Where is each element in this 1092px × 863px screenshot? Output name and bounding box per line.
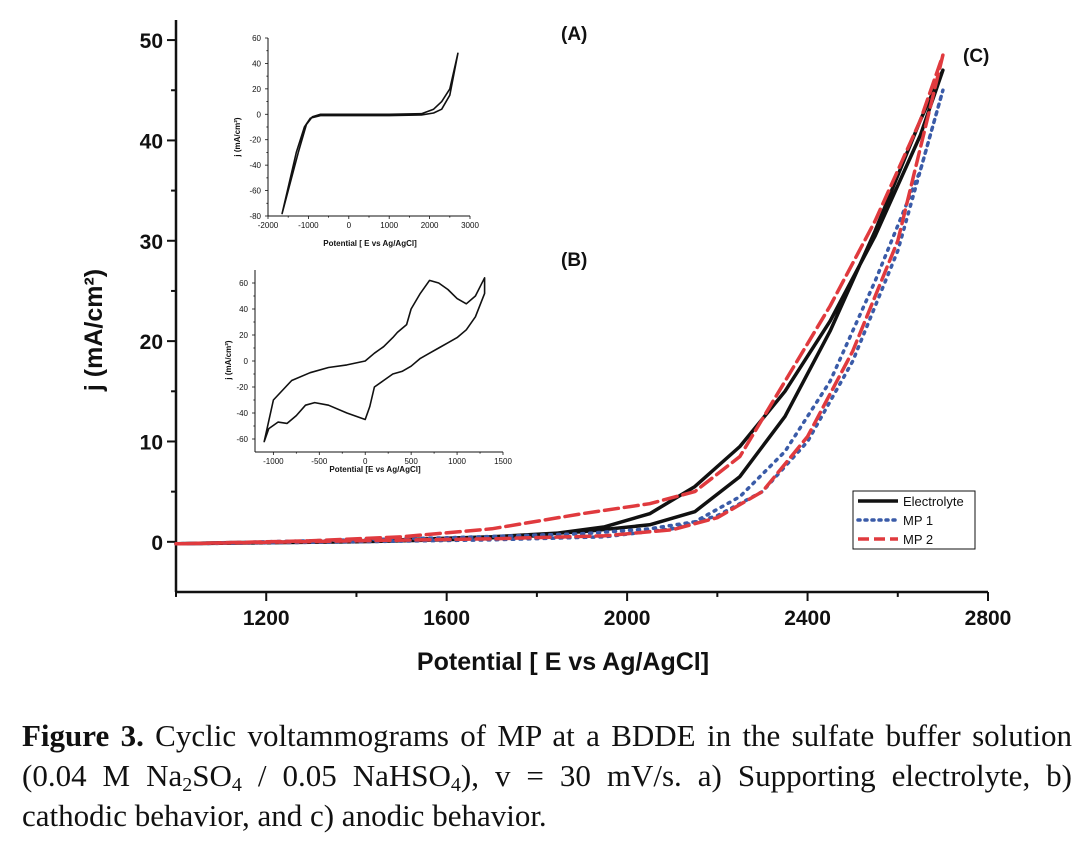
- main-x-tick-label: 2000: [604, 607, 651, 630]
- inset-a-y-tick-label: 20: [252, 85, 261, 94]
- panel-label-c: (C): [963, 46, 989, 67]
- inset-a-x-tick-label: 1000: [380, 221, 398, 230]
- caption-text-1: Cyclic voltammograms of MP at a BDDE in …: [22, 718, 1072, 793]
- inset-b-x-tick-label: 1500: [494, 457, 512, 466]
- inset-a-x-tick-label: 2000: [421, 221, 439, 230]
- main-x-tick-label: 2400: [784, 607, 831, 630]
- inset-b-x-tick-label: 0: [363, 457, 368, 466]
- inset-a-x-axis-title: Potential [ E vs Ag/AgCl]: [323, 239, 417, 248]
- inset-a-x-tick-label: -1000: [298, 221, 319, 230]
- inset-b-y-tick-label: 0: [244, 357, 249, 366]
- main-series-mp-2: [174, 53, 945, 546]
- main-x-axis-title: Potential [ E vs Ag/AgCl]: [417, 648, 709, 676]
- inset-a-series: [281, 52, 459, 215]
- inset-a-y-axis-title: j (mA/cm²): [233, 117, 242, 157]
- inset-a-y-tick-label: 0: [257, 110, 262, 119]
- inset-b-y-tick-label: 20: [239, 331, 248, 340]
- inset-b-x-tick-label: -500: [311, 457, 328, 466]
- inset-a-x-tick-label: 3000: [461, 221, 479, 230]
- inset-a-y-tick-label: -80: [249, 212, 261, 221]
- caption-sub-2: 4: [231, 774, 242, 796]
- main-y-tick-label: 20: [140, 331, 163, 354]
- inset-b-x-tick-label: -1000: [263, 457, 284, 466]
- inset-a-axes: -2000 -1000 0 1000 2000 3000 60 40 20 0 -20 -40 -60 -…: [249, 34, 479, 230]
- main-y-tick-label: 30: [140, 231, 163, 254]
- caption-text-2: SO: [192, 758, 232, 793]
- inset-b-x-tick-label: 1000: [448, 457, 466, 466]
- main-y-tick-label: 50: [140, 30, 163, 53]
- inset-a-x-tick-label: 0: [347, 221, 352, 230]
- figure-caption: Figure 3. Cyclic voltammograms of MP at …: [22, 716, 1072, 836]
- inset-a-y-tick-label: -60: [249, 187, 261, 196]
- inset-a-x-tick-label: -2000: [258, 221, 279, 230]
- main-series-mp-1: [174, 88, 945, 546]
- inset-b-y-tick-label: -40: [236, 409, 248, 418]
- main-y-axis-title: j (mA/cm²): [80, 269, 108, 392]
- main-chart-series: [174, 53, 945, 546]
- caption-sub-1: 2: [182, 774, 193, 796]
- panel-label-a: (A): [561, 24, 587, 45]
- inset-b-y-tick-label: 40: [239, 305, 248, 314]
- inset-b-x-tick-label: 500: [404, 457, 418, 466]
- inset-b-x-axis-title: Potential [E vs Ag/AgCl]: [329, 465, 421, 474]
- inset-a-y-tick-label: -20: [249, 136, 261, 145]
- caption-label: Figure 3.: [22, 718, 144, 753]
- main-y-tick-label: 0: [151, 532, 163, 555]
- main-x-tick-label: 1200: [243, 607, 290, 630]
- inset-b-y-tick-label: -20: [236, 383, 248, 392]
- chart-legend: Electrolyte MP 1 MP 2: [852, 490, 976, 550]
- inset-b-axes: -1000 -500 0 500 1000 1500 60 40 20 0 -20 -40 -60: [236, 270, 512, 466]
- inset-b-y-tick-label: -60: [236, 435, 248, 444]
- inset-b-y-axis-title: j (mA/cm²): [224, 340, 233, 380]
- main-x-tick-label: 1600: [423, 607, 470, 630]
- inset-b-series: [263, 276, 486, 443]
- main-x-tick-label: 2800: [965, 607, 1012, 630]
- panel-label-b: (B): [561, 250, 587, 271]
- legend-label-mp2: MP 2: [903, 532, 933, 547]
- legend-label-mp1: MP 1: [903, 513, 933, 528]
- inset-a-y-tick-label: -40: [249, 161, 261, 170]
- caption-text-3: / 0.05 NaHSO: [241, 758, 451, 793]
- inset-a-y-tick-label: 60: [252, 34, 261, 43]
- inset-b-series-scan: [263, 276, 486, 443]
- inset-a-series-scan: [281, 52, 459, 215]
- inset-b-y-tick-label: 60: [239, 279, 248, 288]
- legend-label-electrolyte: Electrolyte: [903, 494, 964, 509]
- caption-sub-3: 4: [450, 774, 461, 796]
- main-y-tick-label: 10: [140, 431, 163, 454]
- caption-text-4: ), v = 30 mV/s. a) Supporting electrolyt…: [22, 758, 1072, 833]
- main-y-tick-label: 40: [140, 130, 163, 153]
- inset-a-y-tick-label: 40: [252, 59, 261, 68]
